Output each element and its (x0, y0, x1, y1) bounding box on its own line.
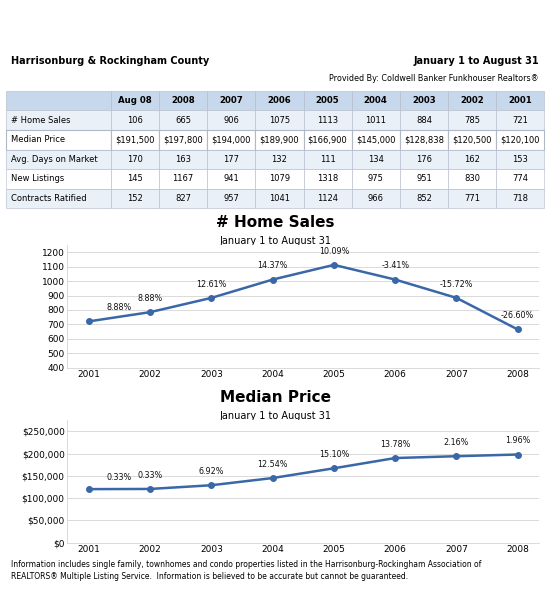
Text: Median Price: Median Price (219, 391, 331, 406)
Text: Information includes single family, townhomes and condo properties listed in the: Information includes single family, town… (11, 560, 481, 581)
Text: January 1 to August 31: January 1 to August 31 (219, 236, 331, 246)
Text: Harrisonburg & Rockingham County: Harrisonburg & Rockingham County (11, 56, 209, 66)
Text: # Home Sales: # Home Sales (216, 215, 334, 230)
Text: January 1 to August 31: January 1 to August 31 (414, 56, 539, 66)
Text: Provided By: Coldwell Banker Funkhouser Realtors®: Provided By: Coldwell Banker Funkhouser … (329, 73, 539, 82)
Text: January 1 to August 31: January 1 to August 31 (219, 411, 331, 421)
Text: HOME SALES REPORT: HOME SALES REPORT (133, 16, 417, 40)
